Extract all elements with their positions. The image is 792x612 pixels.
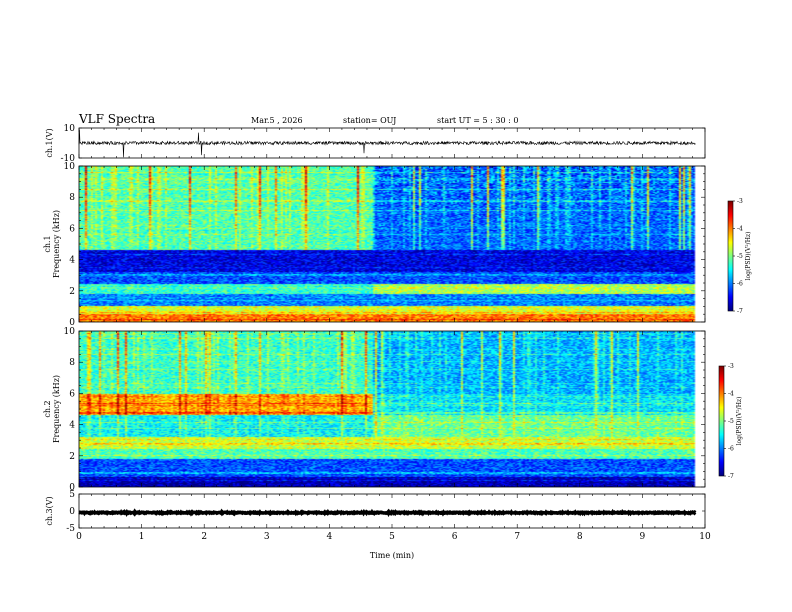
colorbar-ch2-label: log(PSD)(V²/Hz): [736, 397, 743, 446]
y-tick-label: 10: [64, 162, 76, 172]
x-tick-label: 3: [264, 532, 270, 542]
waveform-line: [78, 129, 696, 158]
y-tick-label: -10: [61, 154, 76, 164]
colorbar-tick-label: -5: [737, 253, 743, 260]
x-tick-label: 8: [577, 532, 583, 542]
y-tick-label: 0: [69, 318, 75, 328]
ch1-waveform-trace: [78, 129, 696, 158]
y-tick-label: 2: [69, 452, 75, 462]
colorbar-ch1: [727, 200, 734, 312]
colorbar-tick-label: -3: [737, 198, 743, 205]
y-tick-label: 10: [64, 327, 76, 337]
x-tick-label: 7: [514, 532, 520, 542]
ch3-wave-ylabel: ch.3(V): [45, 496, 54, 525]
colorbar-ch2: [718, 365, 725, 477]
waveform-line: [78, 508, 697, 518]
colorbar-tick-label: -3: [728, 363, 734, 370]
ch2-spec-ylabel-channel: ch.2: [43, 400, 52, 417]
x-axis-label: Time (min): [370, 551, 414, 560]
y-tick-label: 6: [69, 389, 75, 399]
x-tick-label: 1: [139, 532, 145, 542]
y-tick-label: 5: [69, 490, 75, 500]
colorbar-ch1-label: log(PSD)(V²/Hz): [745, 232, 752, 281]
colorbar-tick-label: -6: [737, 281, 743, 288]
x-tick-label: 10: [699, 532, 711, 542]
x-tick-label: 6: [452, 532, 458, 542]
ch2-spec-ylabel-frequency: Frequency (kHz): [52, 375, 61, 443]
colorbar-tick-label: -6: [728, 446, 734, 453]
colorbar-tick-label: -7: [737, 308, 743, 315]
x-tick-label: 2: [201, 532, 207, 542]
y-tick-label: 8: [69, 358, 75, 368]
y-tick-label: 2: [69, 287, 75, 297]
colorbar-tick-label: -4: [728, 391, 734, 398]
spectrogram-ch2: [79, 331, 705, 487]
y-tick-label: 0: [69, 483, 75, 493]
colorbar-tick-label: -5: [728, 418, 734, 425]
spectrogram-ch1: [79, 166, 705, 322]
y-tick-label: 10: [64, 124, 76, 134]
y-tick-label: 8: [69, 193, 75, 203]
y-tick-label: 6: [69, 224, 75, 234]
ch1-spec-ylabel-channel: ch.1: [43, 235, 52, 252]
colorbar-tick-label: -7: [728, 473, 734, 480]
x-tick-label: 5: [389, 532, 395, 542]
ch3-waveform-trace: [78, 508, 697, 518]
start-time-label: start UT = 5 : 30 : 0: [437, 116, 518, 125]
y-tick-label: 4: [69, 256, 75, 266]
date-label: Mar.5 , 2026: [251, 116, 303, 125]
y-tick-label: 4: [69, 421, 75, 431]
axis-ticks: 0 1 2 3 4 5 6 7 8 9 100246810024681010-1050-5-3-4-…: [61, 124, 744, 542]
colorbar-tick-label: -4: [737, 226, 743, 233]
ch1-wave-ylabel: ch.1(V): [45, 128, 54, 157]
x-tick-label: 4: [327, 532, 333, 542]
x-tick-label: 9: [640, 532, 646, 542]
y-tick-label: 0: [69, 507, 75, 517]
x-tick-label: 0: [76, 532, 82, 542]
y-tick-label: -5: [66, 524, 75, 534]
figure-title: VLF Spectra: [78, 112, 155, 126]
ch1-spec-ylabel-frequency: Frequency (kHz): [52, 210, 61, 278]
station-label: station= OUJ: [343, 116, 396, 125]
